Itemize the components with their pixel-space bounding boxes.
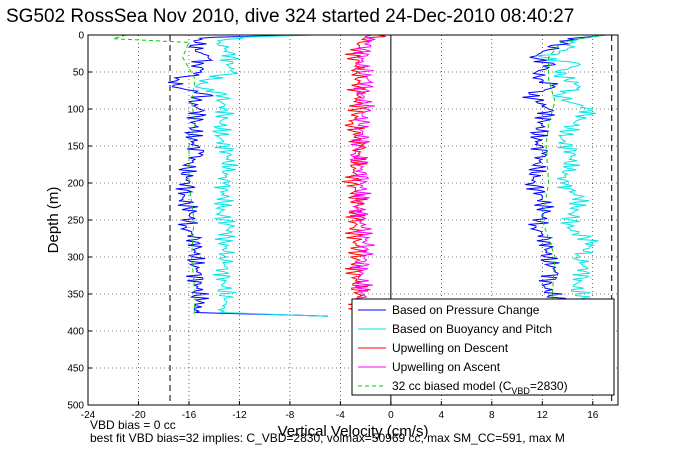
x-tick-label: -12 (232, 410, 247, 421)
x-tick-label: 0 (388, 410, 394, 421)
y-tick-label: 200 (67, 179, 84, 190)
series-line (537, 34, 606, 317)
y-tick-label: 400 (67, 327, 84, 338)
y-tick-label: 150 (67, 142, 84, 153)
x-tick-label: -16 (182, 410, 197, 421)
y-tick-label: 300 (67, 253, 84, 264)
legend: Based on Pressure Change Based on Buoyanc… (351, 298, 615, 396)
legend-subscript: VBD (511, 386, 530, 396)
x-tick-label: -20 (131, 410, 146, 421)
y-tick-label: 250 (67, 216, 84, 227)
y-tick-label: 50 (73, 68, 85, 79)
legend-label: Upwelling on Descent (392, 341, 509, 355)
y-tick-label: 0 (78, 31, 84, 42)
x-tick-label: -4 (336, 410, 345, 421)
legend-label: Based on Buoyancy and Pitch (392, 322, 552, 336)
y-tick-label: 350 (67, 290, 84, 301)
x-tick-label: 12 (537, 410, 549, 421)
vbd-bias-note: VBD bias = 0 cc (90, 418, 176, 432)
x-axis-label: Vertical Velocity (cm/s) (278, 423, 429, 440)
series-lines (113, 34, 606, 317)
axis-ticks: -24 -20 -16 -12 -8 -4 0 4 8 12 16 0 50 100 150 200 250 30… (67, 31, 598, 422)
best-fit-note: best fit VBD bias=32 implies: C_VBD=2830… (90, 431, 565, 445)
series-line (348, 34, 376, 317)
x-tick-label: 16 (587, 410, 599, 421)
legend-label-rest: =2830) (530, 379, 568, 393)
x-tick-label: 8 (489, 410, 495, 421)
legend-box (351, 298, 615, 396)
y-axis-label: Depth (m) (45, 187, 62, 254)
x-tick-label: -8 (285, 410, 294, 421)
series-line (193, 34, 328, 317)
series-line (342, 34, 386, 317)
legend-label: Based on Pressure Change (392, 303, 540, 317)
chart-title: SG502 RossSea Nov 2010, dive 324 started… (6, 6, 575, 27)
y-tick-label: 500 (67, 401, 84, 412)
legend-label: Upwelling on Ascent (392, 360, 501, 374)
series-line (541, 34, 606, 317)
series-line (113, 34, 196, 317)
y-tick-label: 100 (67, 105, 84, 116)
y-tick-label: 450 (67, 364, 84, 375)
series-line (167, 34, 328, 317)
series-line (522, 34, 606, 317)
x-tick-label: -24 (81, 410, 96, 421)
x-tick-label: 4 (439, 410, 445, 421)
